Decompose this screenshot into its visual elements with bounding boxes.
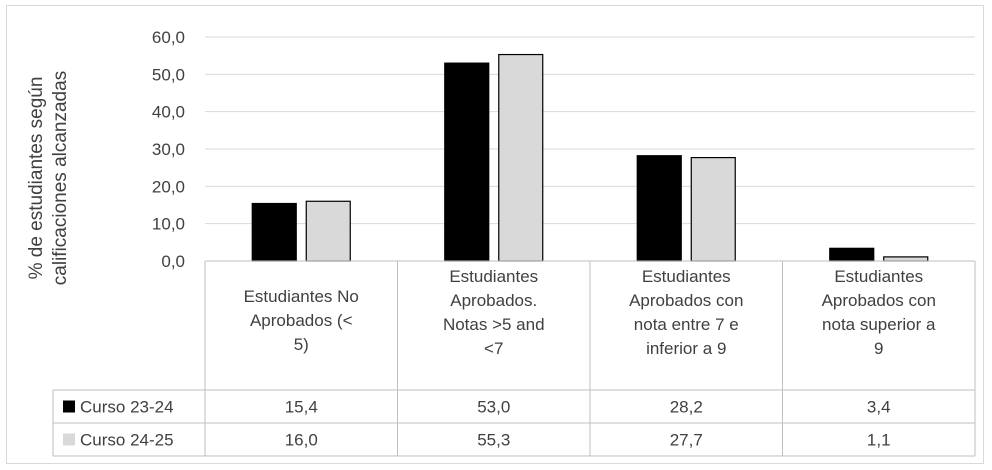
bar: [883, 256, 929, 262]
category-label: Notas >5 and: [443, 315, 545, 334]
data-label: 27,7: [670, 431, 703, 450]
category-label: Aprobados (<: [250, 311, 353, 330]
category-label: Estudiantes: [834, 267, 923, 286]
category-label: Aprobados.: [450, 291, 537, 310]
category-label: 5): [294, 335, 309, 354]
legend-label: Curso 24-25: [80, 431, 174, 450]
bar: [251, 202, 297, 262]
data-label: 1,1: [867, 431, 891, 450]
y-tick-label: 60,0: [152, 28, 185, 47]
bar: [305, 200, 351, 262]
legend-key: [63, 433, 75, 446]
y-axis-title: % de estudiantes según: [26, 77, 47, 280]
bar: [636, 155, 682, 262]
y-axis-title: calificaciones alcanzadas: [50, 71, 71, 285]
y-tick-label: 50,0: [152, 65, 185, 84]
bar: [829, 247, 875, 262]
data-label: 28,2: [670, 398, 703, 417]
category-label: Aprobados con: [629, 291, 743, 310]
data-label: 53,0: [477, 398, 510, 417]
category-label: 9: [874, 339, 883, 358]
y-tick-label: 10,0: [152, 215, 185, 234]
y-tick-label: 30,0: [152, 140, 185, 159]
data-label: 55,3: [477, 431, 510, 450]
chart-frame: [6, 5, 984, 464]
category-label: Estudiantes No: [244, 287, 359, 306]
data-label: 3,4: [867, 398, 891, 417]
category-label: Aprobados con: [822, 291, 936, 310]
legend-label: Curso 23-24: [80, 398, 174, 417]
category-label: inferior a 9: [646, 339, 726, 358]
y-tick-label: 20,0: [152, 177, 185, 196]
category-label: <7: [484, 339, 503, 358]
y-tick-label: 40,0: [152, 103, 185, 122]
category-label: nota entre 7 e: [634, 315, 739, 334]
y-tick-label: 0,0: [161, 252, 185, 271]
category-label: nota superior a: [822, 315, 936, 334]
bar: [690, 156, 736, 262]
data-label: 16,0: [285, 431, 318, 450]
bar: [444, 62, 490, 262]
category-label: Estudiantes: [449, 267, 538, 286]
bar: [498, 53, 544, 262]
category-label: Estudiantes: [642, 267, 731, 286]
data-label: 15,4: [285, 398, 318, 417]
legend-key: [63, 400, 75, 413]
